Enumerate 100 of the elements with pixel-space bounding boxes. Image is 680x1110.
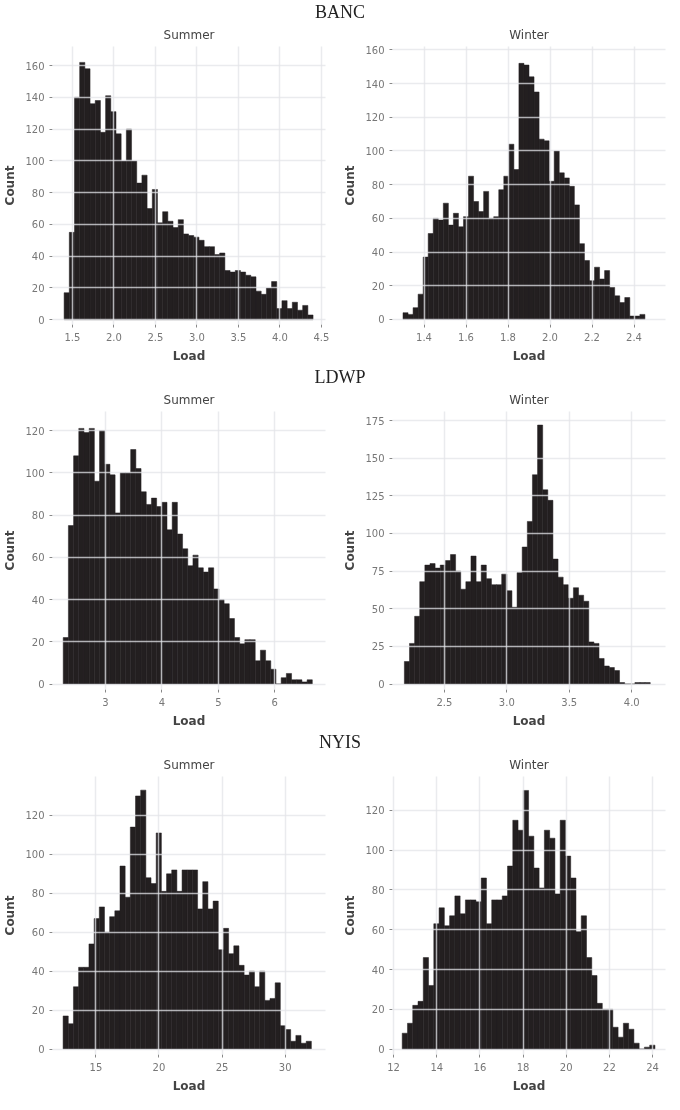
y-tick-label: 160 — [25, 60, 45, 72]
x-tick-label: 4.5 — [313, 331, 330, 343]
y-tick-label: 0 — [38, 1044, 45, 1056]
x-tick-label: 15 — [89, 1061, 103, 1073]
x-tick-label: 1.5 — [64, 331, 81, 343]
y-tick-label: 120 — [25, 425, 45, 437]
x-tick-label: 1.4 — [416, 331, 432, 343]
y-tick-label: 125 — [365, 490, 385, 502]
y-tick-label: 40 — [31, 594, 45, 606]
y-tick-label: 0 — [378, 314, 385, 326]
x-tick-label: 2.4 — [626, 331, 642, 343]
x-tick-label: 2.0 — [105, 331, 122, 343]
y-tick-label: 60 — [371, 213, 385, 225]
x-tick-label: 1.6 — [458, 331, 474, 343]
x-tick-label: 12 — [387, 1061, 400, 1073]
x-axis-title: Load — [172, 348, 206, 363]
y-tick-label: 60 — [31, 927, 45, 939]
x-tick-label: 16 — [473, 1061, 487, 1073]
y-tick-label: 100 — [365, 845, 385, 857]
y-tick-label: 0 — [378, 1044, 385, 1056]
x-tick-label: 14 — [430, 1061, 444, 1073]
y-tick-label: 150 — [365, 453, 385, 465]
y-tick-label: 120 — [25, 124, 45, 136]
y-tick-label: 0 — [38, 679, 45, 691]
x-tick-label: 2.5 — [147, 331, 164, 343]
y-tick-label: 0 — [38, 314, 45, 326]
x-axis-title: Load — [172, 1078, 206, 1093]
chart-subtitle: Summer — [163, 392, 215, 407]
y-tick-label: 75 — [371, 566, 385, 578]
y-tick-label: 140 — [25, 92, 45, 104]
y-tick-label: 120 — [365, 805, 385, 817]
x-tick-label: 24 — [646, 1061, 659, 1073]
y-tick-label: 0 — [378, 679, 385, 691]
y-tick-label: 160 — [365, 44, 385, 56]
y-axis-title: Count — [3, 530, 18, 571]
x-tick-label: 5 — [215, 696, 222, 708]
y-tick-label: 20 — [31, 636, 45, 648]
y-tick-label: 60 — [371, 924, 385, 936]
y-tick-label: 100 — [365, 145, 385, 157]
y-tick-label: 20 — [31, 282, 45, 294]
y-tick-label: 140 — [365, 78, 385, 90]
x-tick-label: 2.0 — [542, 331, 558, 343]
chart-title: LDWP — [314, 366, 366, 389]
y-axis-title: Count — [343, 530, 358, 571]
y-tick-label: 40 — [371, 964, 385, 976]
x-tick-label: 6 — [271, 696, 278, 708]
y-tick-label: 80 — [31, 510, 45, 522]
x-axis-title: Load — [512, 348, 546, 363]
x-tick-label: 2.2 — [584, 331, 600, 343]
x-tick-label: 18 — [516, 1061, 530, 1073]
y-axis-title: Count — [343, 895, 358, 936]
x-tick-label: 20 — [559, 1061, 573, 1073]
x-tick-label: 3.0 — [498, 696, 515, 708]
x-tick-label: 1.8 — [500, 331, 516, 343]
y-tick-label: 100 — [365, 528, 385, 540]
y-tick-label: 40 — [371, 247, 385, 259]
x-tick-label: 4.0 — [271, 331, 288, 343]
chart-subtitle: Winter — [509, 392, 549, 407]
y-tick-label: 60 — [31, 552, 45, 564]
x-tick-label: 3.5 — [230, 331, 247, 343]
y-tick-label: 100 — [25, 467, 45, 479]
x-tick-label: 4.0 — [623, 696, 640, 708]
x-tick-label: 22 — [603, 1061, 616, 1073]
y-tick-label: 80 — [31, 187, 45, 199]
x-tick-label: 30 — [278, 1061, 292, 1073]
y-axis-title: Count — [343, 165, 358, 206]
chart-subtitle: Summer — [163, 27, 215, 42]
y-tick-label: 60 — [31, 219, 45, 231]
x-tick-label: 25 — [215, 1061, 229, 1073]
x-tick-label: 4 — [158, 696, 166, 708]
x-tick-label: 3 — [102, 696, 109, 708]
y-tick-label: 120 — [365, 112, 385, 124]
y-tick-label: 120 — [25, 810, 45, 822]
y-tick-label: 100 — [25, 155, 45, 167]
y-tick-label: 25 — [371, 641, 385, 653]
y-tick-label: 20 — [31, 1005, 45, 1017]
y-tick-label: 175 — [365, 415, 385, 427]
x-tick-label: 3.0 — [188, 331, 205, 343]
chart-title: NYIS — [318, 731, 361, 754]
x-axis-title: Load — [512, 1078, 546, 1093]
x-tick-label: 2.5 — [436, 696, 453, 708]
y-tick-label: 80 — [31, 888, 45, 900]
y-tick-label: 20 — [371, 280, 385, 292]
y-tick-label: 80 — [371, 884, 385, 896]
y-tick-label: 80 — [371, 179, 385, 191]
y-tick-label: 40 — [31, 251, 45, 263]
chart-subtitle: Summer — [163, 757, 215, 772]
x-axis-title: Load — [512, 713, 546, 728]
x-tick-label: 20 — [152, 1061, 166, 1073]
y-axis-title: Count — [3, 895, 18, 936]
y-axis-title: Count — [3, 165, 18, 206]
chart-subtitle: Winter — [509, 757, 549, 772]
x-axis-title: Load — [172, 713, 206, 728]
chart-title: BANC — [314, 1, 365, 24]
y-tick-label: 20 — [371, 1004, 385, 1016]
y-tick-label: 100 — [25, 849, 45, 861]
y-tick-label: 50 — [371, 603, 385, 615]
chart-subtitle: Winter — [509, 27, 549, 42]
y-tick-label: 40 — [31, 966, 45, 978]
x-tick-label: 3.5 — [561, 696, 578, 708]
